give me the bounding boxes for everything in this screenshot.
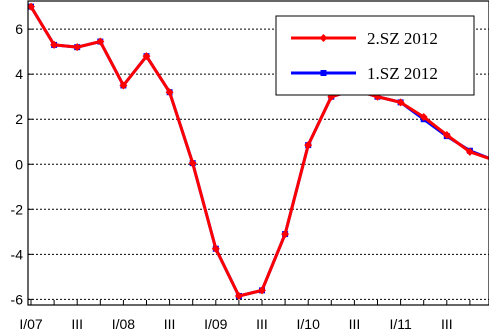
- legend-label: 2.SZ 2012: [367, 29, 438, 48]
- legend-box: [275, 15, 475, 96]
- data-point: [188, 159, 197, 168]
- data-point: [28, 2, 35, 11]
- series-group: [28, 2, 489, 300]
- data-point: [465, 147, 474, 156]
- plot-frame: [27, 0, 489, 306]
- data-point: [234, 291, 243, 300]
- y-tick-label: 0: [15, 156, 23, 172]
- data-point: [419, 112, 428, 121]
- y-tick-label: 2: [15, 111, 23, 127]
- x-tick-label: III: [256, 316, 268, 332]
- legend-marker: [319, 34, 328, 42]
- legend: 2.SZ 2012 1.SZ 2012: [275, 15, 475, 96]
- y-tick-label: -4: [11, 246, 24, 262]
- x-tick-label: I/08: [112, 316, 136, 332]
- data-point: [304, 141, 313, 150]
- x-tick-label: III: [349, 316, 361, 332]
- y-tick-label: 4: [15, 66, 23, 82]
- x-tick-label: I/09: [204, 316, 228, 332]
- x-tick-label: I/07: [19, 316, 43, 332]
- y-tick-label: -6: [11, 291, 24, 307]
- x-tick-label: I/11: [389, 316, 412, 332]
- data-point: [442, 130, 451, 139]
- y-tick-label: -2: [11, 201, 24, 217]
- x-tick-label: I/10: [297, 316, 321, 332]
- x-tick-label: III: [164, 316, 176, 332]
- data-point: [258, 286, 266, 295]
- data-point: [142, 52, 151, 61]
- y-axis: 6 4 2 0 -2 -4 -6: [11, 21, 33, 307]
- x-tick-label: III: [441, 316, 453, 332]
- data-point: [96, 37, 105, 46]
- series-1: [28, 2, 489, 300]
- data-point: [165, 88, 174, 97]
- legend-label: 1.SZ 2012: [367, 64, 438, 83]
- legend-marker: [320, 70, 327, 76]
- data-point: [50, 40, 59, 49]
- data-point: [281, 230, 290, 239]
- data-point: [396, 98, 405, 107]
- data-point: [119, 81, 128, 90]
- y-tick-label: 6: [15, 21, 23, 37]
- x-tick-label: III: [71, 316, 83, 332]
- data-point: [73, 43, 82, 52]
- data-point: [211, 244, 220, 253]
- x-axis: I/07 III I/08 III I/09 III I/10 III I/11 III: [19, 300, 471, 332]
